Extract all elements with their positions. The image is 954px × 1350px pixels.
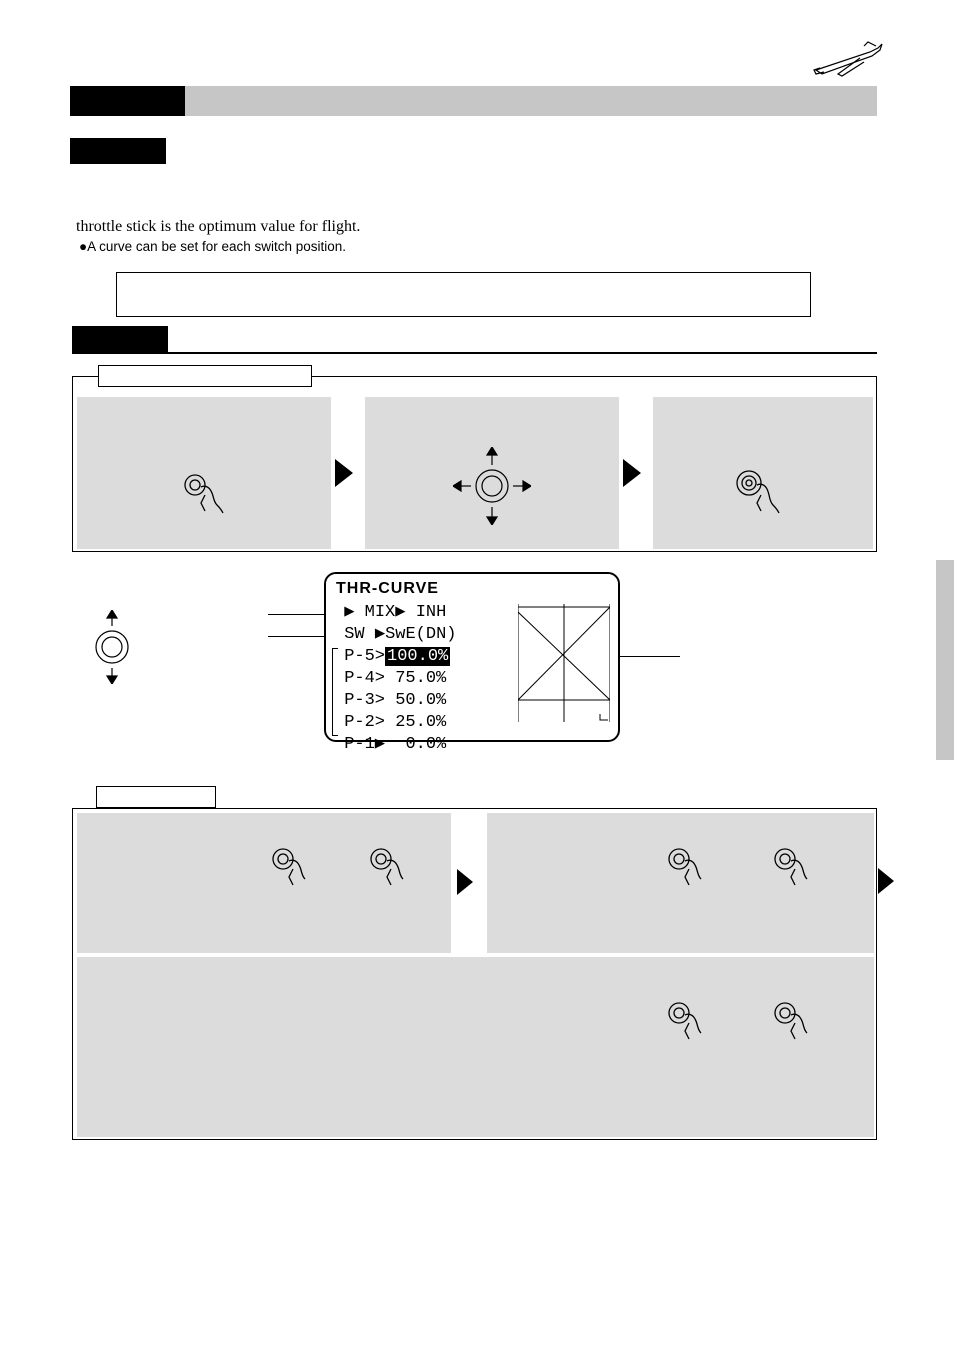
header-tab-black <box>70 86 185 116</box>
lcd-label: P-2> <box>344 713 385 732</box>
arrow-right-icon <box>457 869 473 895</box>
lcd-row: P-4> 75.0% <box>334 669 446 688</box>
lcd-value: 0.0% <box>385 735 446 754</box>
intro-line: throttle stick is the optimum value for … <box>76 218 360 236</box>
header-gray-bar <box>185 86 877 116</box>
lcd-value: 75.0% <box>385 669 446 688</box>
lcd-title: THR-CURVE <box>336 580 439 598</box>
lcd-screen: THR-CURVE ▶ MIX▶ INH SW ▶SwE(DN) P-5>100… <box>324 572 620 742</box>
lcd-label: P-5> <box>344 647 385 666</box>
step-group-2 <box>72 808 877 1140</box>
section-rule <box>72 352 877 354</box>
touch-tap-icon <box>183 473 225 520</box>
touch-tap-icon <box>667 1001 709 1048</box>
note-box <box>116 272 811 317</box>
touch-tap-icon <box>733 467 781 520</box>
lcd-row: P-2> 25.0% <box>334 713 446 732</box>
lcd-value: SwE(DN) <box>385 625 456 644</box>
lcd-value-selected: 100.0% <box>385 647 450 666</box>
step-group-1 <box>72 376 877 552</box>
intro-sub: ●A curve can be set for each switch posi… <box>79 239 346 254</box>
lcd-label: SW <box>344 625 375 644</box>
step-header-box <box>98 365 312 387</box>
lcd-row: SW ▶SwE(DN) <box>334 625 456 644</box>
lcd-row: ▶ MIX▶ INH <box>334 603 446 622</box>
lcd-value: 50.0% <box>385 691 446 710</box>
arrow-right-icon <box>623 459 641 487</box>
lcd-label: P-4> <box>344 669 385 688</box>
callout-line <box>268 636 326 637</box>
subheader-tab-black <box>70 138 166 164</box>
touch-tap-icon <box>667 847 709 894</box>
touch-tap-icon <box>773 847 815 894</box>
lcd-row: P-5>100.0% <box>334 647 450 666</box>
lcd-label: P-1▶ <box>344 735 385 754</box>
lcd-value: 25.0% <box>385 713 446 732</box>
lcd-label: MIX <box>365 603 396 622</box>
lcd-graph <box>518 604 610 732</box>
touch-tap-icon <box>369 847 411 894</box>
touch-tap-icon <box>773 1001 815 1048</box>
lcd-label: P-3> <box>344 691 385 710</box>
lcd-bracket <box>332 648 338 736</box>
step-header-box <box>96 786 216 808</box>
plane-icon <box>812 40 884 83</box>
section-tab-black <box>72 326 168 352</box>
page-edge-tab <box>936 560 954 760</box>
callout-line <box>268 614 326 615</box>
lcd-row: P-3> 50.0% <box>334 691 446 710</box>
arrow-right-icon <box>335 459 353 487</box>
lcd-value: INH <box>416 603 447 622</box>
arrow-right-icon <box>878 868 894 894</box>
callout-dot <box>620 656 621 657</box>
lower-panel-bottom <box>77 957 874 1137</box>
callout-line <box>620 656 680 657</box>
jog-updown-icon <box>86 610 138 689</box>
touch-tap-icon <box>271 847 313 894</box>
jog-nav-icon <box>453 447 531 530</box>
lcd-body: ▶ MIX▶ INH SW ▶SwE(DN) P-5>100.0% P-4> 7… <box>334 602 456 756</box>
lcd-row: P-1▶ 0.0% <box>334 735 446 754</box>
